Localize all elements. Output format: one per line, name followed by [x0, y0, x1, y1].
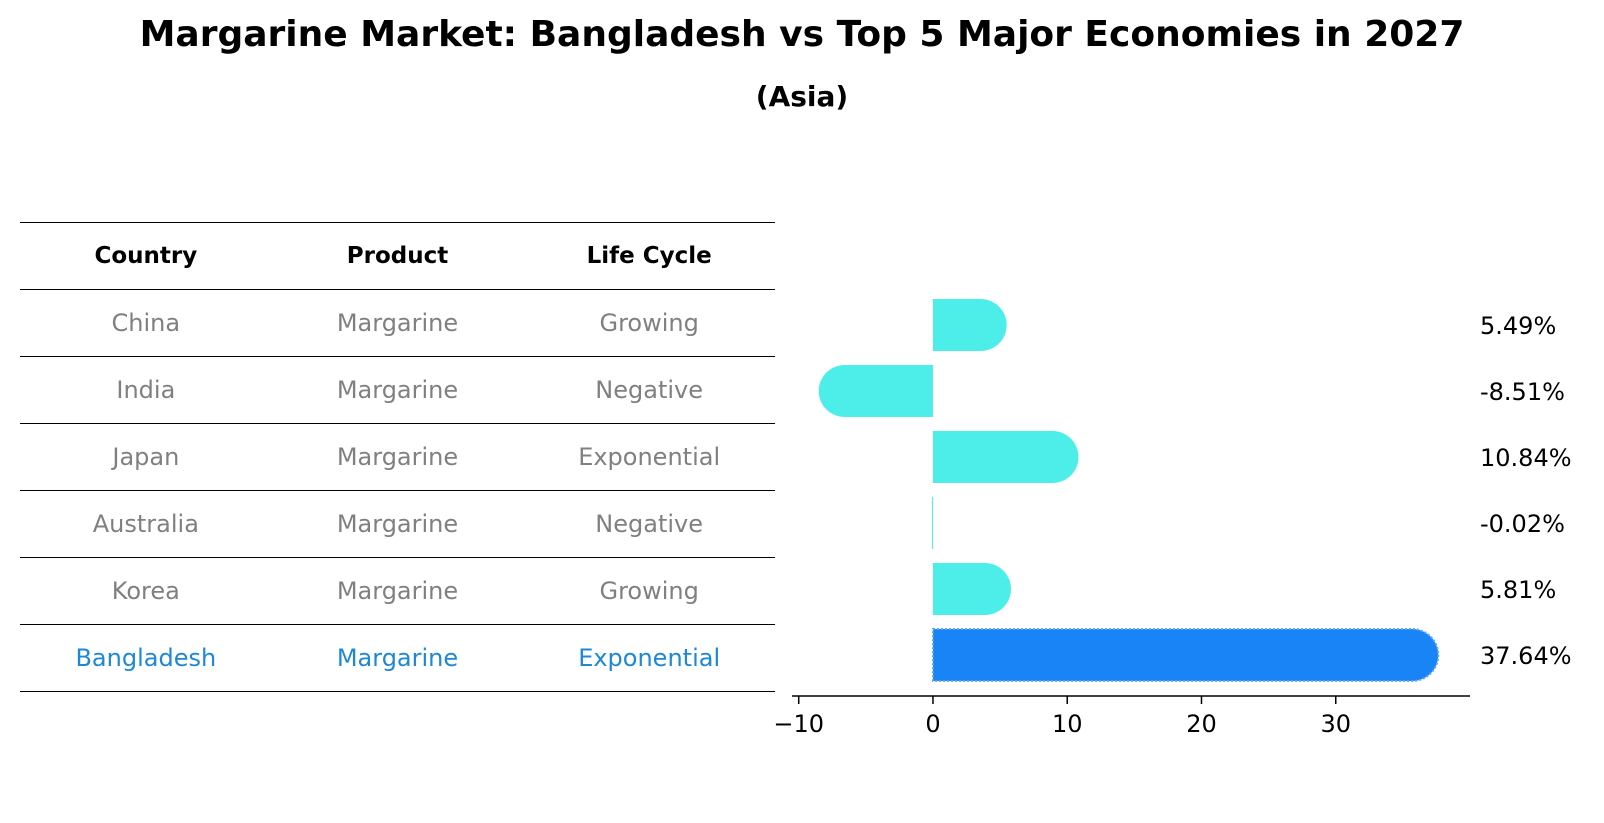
cell-country: Australia [20, 490, 272, 558]
x-tick-label: −10 [773, 710, 824, 738]
cell-product: Margarine [271, 557, 524, 625]
cell-life-cycle: Negative [523, 356, 775, 424]
table-row: Australia Margarine Negative [20, 490, 775, 558]
value-label: 37.64% [1480, 642, 1572, 670]
cell-product: Margarine [271, 423, 524, 491]
table-row: China Margarine Growing [20, 289, 775, 357]
table-row: India Margarine Negative [20, 356, 775, 424]
bar-japan [932, 431, 1079, 483]
value-label: -0.02% [1480, 510, 1565, 538]
chart-subtitle: (Asia) [755, 80, 849, 113]
bar-china [932, 299, 1007, 351]
cell-product: Margarine [271, 624, 524, 692]
bar-australia [931, 497, 933, 549]
cell-life-cycle: Negative [523, 490, 775, 558]
value-label: -8.51% [1480, 378, 1565, 406]
value-label: 5.49% [1480, 312, 1556, 340]
cell-country: Korea [20, 557, 272, 625]
header-life-cycle: Life Cycle [523, 222, 775, 290]
value-label: 5.81% [1480, 576, 1556, 604]
cell-life-cycle: Exponential [523, 423, 775, 491]
chart-title: Margarine Market: Bangladesh vs Top 5 Ma… [139, 14, 1465, 55]
cell-life-cycle: Growing [523, 557, 775, 625]
bar-bangladesh [931, 628, 1440, 682]
table-row: Korea Margarine Growing [20, 557, 775, 625]
cell-life-cycle: Exponential [523, 624, 775, 692]
cell-country: China [20, 289, 272, 357]
table-header-row: Country Product Life Cycle [20, 222, 775, 290]
cell-product: Margarine [271, 356, 524, 424]
x-tick-label: 20 [1186, 710, 1217, 738]
x-tick-label: 30 [1320, 710, 1351, 738]
cell-life-cycle: Growing [523, 289, 775, 357]
market-table: Country Product Life Cycle China Margari… [20, 222, 775, 692]
header-country: Country [20, 222, 272, 290]
table-row: Japan Margarine Exponential [20, 423, 775, 491]
header-product: Product [271, 222, 524, 290]
bar-korea [932, 563, 1011, 615]
cell-product: Margarine [271, 289, 524, 357]
table-row-highlight: Bangladesh Margarine Exponential [20, 624, 775, 692]
bar-india [818, 365, 933, 417]
x-tick-label: 0 [925, 710, 940, 738]
cell-country: India [20, 356, 272, 424]
cell-country: Japan [20, 423, 272, 491]
x-tick-label: 10 [1052, 710, 1083, 738]
cell-product: Margarine [271, 490, 524, 558]
cell-country: Bangladesh [20, 624, 272, 692]
value-label: 10.84% [1480, 444, 1572, 472]
